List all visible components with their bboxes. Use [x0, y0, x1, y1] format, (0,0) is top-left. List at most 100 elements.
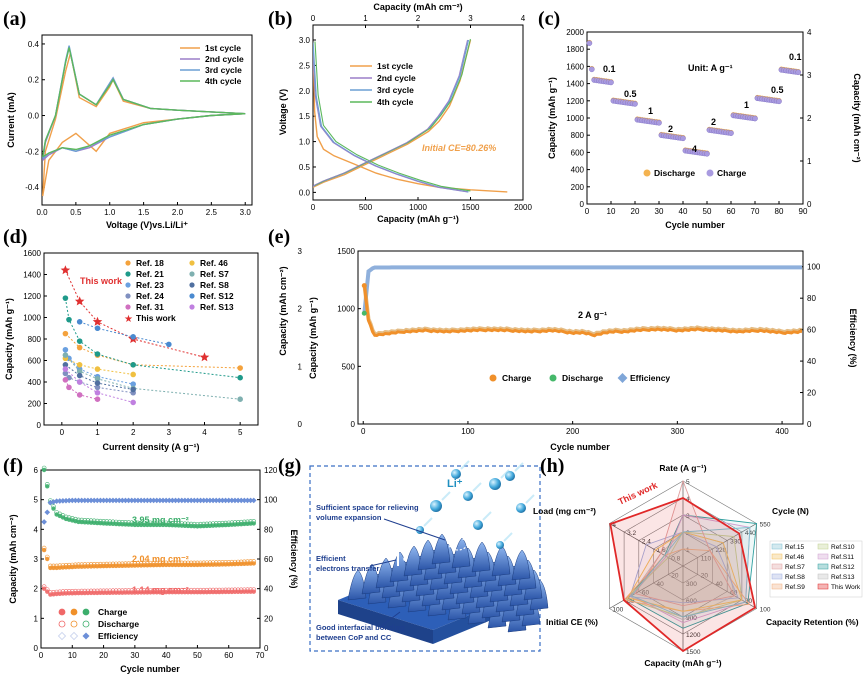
d-ytick-label: 600 [28, 357, 42, 366]
f-discharge-point [82, 562, 88, 567]
b-ytick-label: 3.0 [299, 36, 311, 45]
f-efficiency-point [72, 497, 79, 504]
f-discharge-point [138, 520, 144, 526]
f-ytick-label: 1 [34, 614, 39, 623]
e-discharge-first-point [361, 310, 367, 316]
f-efficiency-point [250, 497, 257, 504]
f-discharge-point [210, 560, 216, 565]
f-y2tick-label: 20 [264, 614, 273, 623]
f-discharge-point [110, 588, 116, 594]
d-legend-label: Ref. 18 [136, 258, 164, 268]
c-charge-point [728, 130, 734, 136]
f-discharge-point [126, 588, 131, 593]
d-ytick-label: 1000 [23, 314, 41, 323]
f-discharge-point [198, 560, 203, 566]
h-axis-tick-label: 220 [715, 547, 726, 554]
f-discharge-point [176, 587, 181, 593]
panel-b-legend: 1st cycle 2nd cycle 3rd cycle 4th cycle [350, 61, 416, 107]
b-x2tick-label: 2 [416, 14, 421, 23]
h-axis-tick-label: 100 [612, 607, 623, 614]
cop-nanosheet [511, 549, 531, 581]
f-y2tick-label: 60 [264, 555, 273, 564]
c-rate-label: 2 [711, 117, 716, 127]
f-discharge-point [79, 517, 84, 523]
f-discharge-point [76, 562, 81, 568]
e-efficiency-series [362, 265, 802, 315]
panel-c-legend-charge-marker [706, 169, 714, 177]
f-efficiency-point [166, 497, 173, 504]
h-axis-tick-label: 110 [701, 556, 712, 563]
h-legend-label: Ref.S8 [785, 574, 805, 581]
panel-label-c: (c) [538, 8, 560, 30]
f-discharge-point [245, 587, 250, 593]
c-xtick-label: 40 [679, 207, 688, 216]
b-x2tick-label: 1 [363, 14, 368, 23]
f-efficiency-point [44, 509, 51, 516]
note-volume-space-line1: Sufficient space for relieving [316, 503, 419, 512]
electron-label: e [403, 553, 408, 563]
d-point [76, 344, 83, 351]
panel-c-ylabel: Capacity (mAh g⁻¹) [547, 77, 557, 159]
b-ytick-label: 0.0 [299, 188, 311, 197]
panel-c-xlabel: Cycle number [665, 220, 725, 230]
d-point [62, 330, 69, 337]
c-charge-point [680, 135, 686, 142]
panel-f-loading-mid: 2.04 mg cm⁻² [132, 554, 189, 564]
d-ytick-label: 1200 [23, 292, 41, 301]
a-xtick-label: 2.0 [172, 208, 184, 217]
f-discharge-point [235, 559, 241, 565]
f-discharge-point [63, 514, 69, 520]
f-ytick-label: 0 [34, 644, 39, 653]
h-axis-tick-label: 20 [671, 573, 679, 580]
f-efficiency-point [216, 497, 223, 504]
f-discharge-point [185, 587, 191, 593]
f-discharge-point [91, 518, 97, 524]
panel-e-legend-efficiency: Efficiency [630, 373, 670, 383]
h-legend-label: Ref.46 [785, 554, 805, 561]
f-efficiency-point [75, 497, 82, 504]
c-xtick-label: 30 [655, 207, 664, 216]
e-y3tick-label: 3 [298, 247, 303, 256]
f-discharge-point [123, 588, 128, 593]
d-point [130, 399, 136, 406]
f-discharge-point [138, 588, 144, 593]
c-y2tick-label: 3 [807, 71, 812, 80]
note-interfacial-bonding-line2: between CoP and CC [316, 633, 392, 642]
c-ytick-label: 2000 [566, 28, 584, 37]
panel-e-legend-charge: Charge [502, 373, 532, 383]
d-point [237, 374, 243, 381]
f-legend-efficiency-marker [69, 631, 79, 641]
f-discharge-point [229, 559, 235, 565]
f-discharge-point [41, 545, 47, 551]
f-discharge-point [113, 519, 119, 525]
f-efficiency-point [207, 497, 213, 504]
lithium-ions [416, 460, 535, 549]
h-axis-spoke [682, 565, 757, 609]
c-rate-label: 1 [648, 106, 653, 116]
e-xtick-label: 300 [671, 427, 685, 436]
h-legend-label: Ref.15 [785, 544, 805, 551]
d-legend-label: Ref. S12 [200, 291, 234, 301]
f-discharge-point [120, 561, 125, 567]
f-discharge-point [176, 560, 181, 566]
b-legend-label: 3rd cycle [377, 85, 414, 95]
b-legend-label: 1st cycle [377, 61, 413, 71]
f-discharge-point [66, 589, 72, 594]
f-discharge-point [141, 561, 147, 566]
f-y2tick-label: 100 [264, 496, 278, 505]
d-series-line [79, 321, 169, 345]
lithium-ion-ball [505, 471, 515, 481]
f-efficiency-point [194, 497, 201, 504]
b-series-line-2nd [313, 52, 468, 193]
f-discharge-point [98, 518, 103, 524]
h-legend-swatch [771, 543, 783, 550]
f-discharge-point [79, 588, 84, 594]
f-efficiency-point [182, 497, 188, 504]
panel-c-series [586, 39, 802, 157]
f-discharge-point [51, 563, 56, 569]
d-legend-marker [125, 260, 131, 266]
h-axis-tick-label: 900 [686, 615, 697, 622]
f-xtick-label: 30 [130, 651, 139, 660]
a-xtick-label: 1.5 [138, 208, 150, 217]
h-axis-tick-label: 600 [686, 598, 697, 605]
